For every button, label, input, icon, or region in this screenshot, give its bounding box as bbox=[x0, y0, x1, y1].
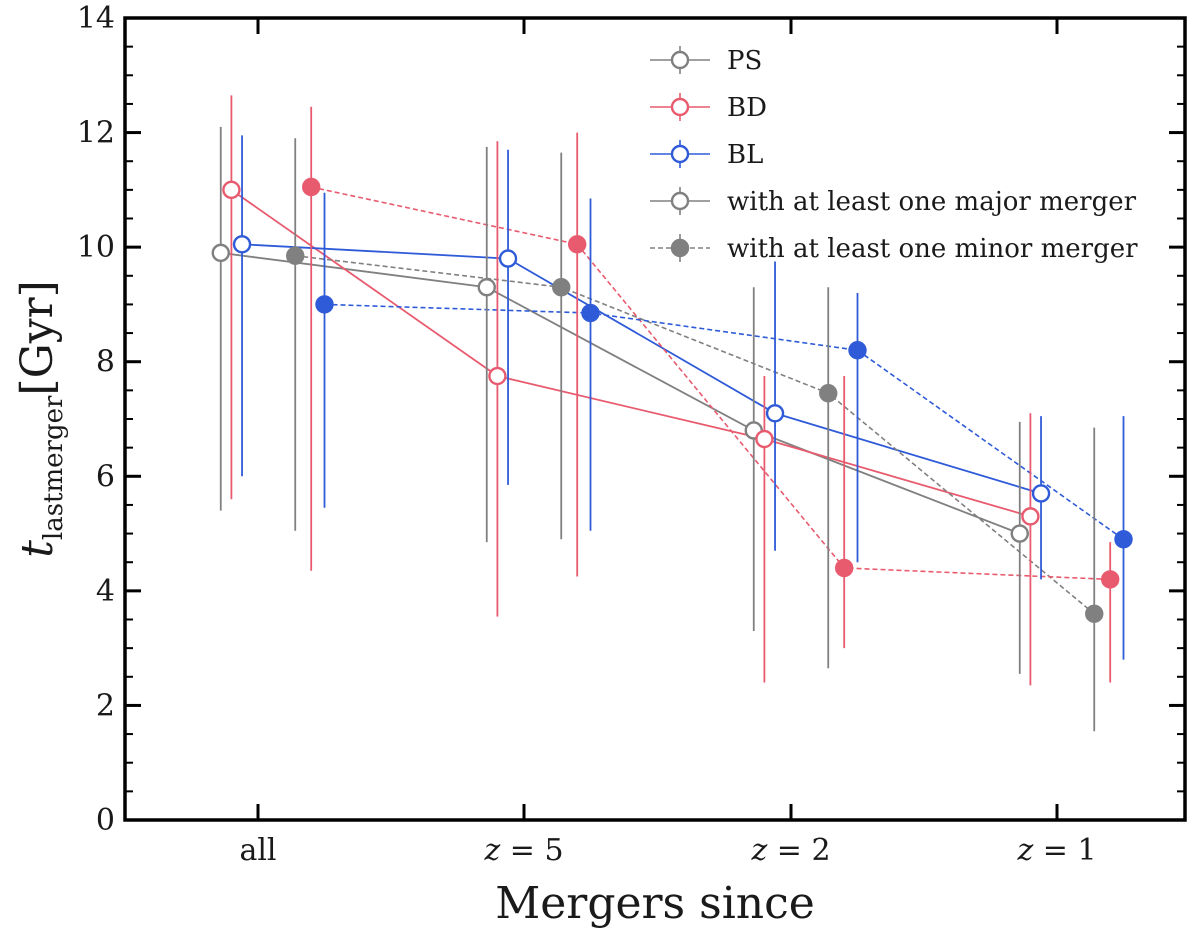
x-tick-label-value: = 5 bbox=[500, 833, 563, 868]
x-axis-title: Mergers since bbox=[495, 878, 815, 929]
data-point-bl-minor bbox=[315, 295, 334, 314]
x-tick-label-z1: z = 1 bbox=[1016, 833, 1096, 868]
y-tick-label: 4 bbox=[96, 574, 115, 609]
data-point-bd-minor bbox=[302, 177, 321, 197]
legend-item: with at least one minor merger bbox=[650, 234, 1138, 264]
series-line-bl-minor bbox=[324, 303, 1124, 540]
y-tick-label: 8 bbox=[96, 345, 115, 380]
data-point-ps-minor bbox=[819, 384, 838, 403]
y-axis-title-unit: [Gyr] bbox=[12, 280, 63, 395]
data-point-bd-minor bbox=[1100, 570, 1120, 589]
data-point-bl-major bbox=[232, 235, 252, 254]
data-point-bd-major bbox=[488, 366, 507, 386]
data-point-bl-major bbox=[765, 404, 785, 423]
series-lines bbox=[220, 186, 1124, 615]
data-point-bd-major bbox=[755, 429, 774, 449]
data-point-bl-major bbox=[498, 249, 518, 268]
legend-label: BD bbox=[727, 93, 767, 123]
data-point-bl-minor bbox=[848, 341, 867, 360]
x-tick-label-variable: z bbox=[1016, 833, 1033, 868]
series-line-ps-minor bbox=[295, 254, 1095, 615]
legend: PS BD BL with at least one major merger with… bbox=[650, 46, 1138, 264]
data-point-bd-minor bbox=[568, 235, 587, 254]
data-point-ps-major bbox=[211, 243, 230, 263]
legend-marker bbox=[670, 50, 690, 70]
series-line-ps-major bbox=[220, 251, 1021, 535]
data-point-bd-major bbox=[222, 180, 241, 200]
legend-item: BL bbox=[650, 140, 763, 170]
data-point-ps-minor bbox=[1085, 604, 1104, 623]
y-axis-title: tlastmerger[Gyr] bbox=[12, 280, 69, 558]
data-point-ps-minor bbox=[286, 246, 305, 265]
series-markers bbox=[211, 177, 1133, 623]
legend-label: with at least one major merger bbox=[727, 187, 1137, 217]
x-tick-label-value: = 1 bbox=[1033, 833, 1096, 868]
legend-marker bbox=[670, 191, 690, 211]
legend-marker bbox=[670, 97, 690, 117]
series-line-bl-major bbox=[241, 243, 1042, 495]
series-layer bbox=[211, 95, 1133, 732]
x-tick-label-z2: z = 2 bbox=[750, 833, 830, 868]
legend-label: PS bbox=[727, 46, 762, 76]
x-tick-label-value: = 2 bbox=[767, 833, 830, 868]
data-point-bd-major bbox=[1021, 507, 1040, 526]
legend-item: with at least one major merger bbox=[650, 187, 1137, 217]
data-point-ps-major bbox=[477, 278, 496, 297]
y-tick-label: 10 bbox=[77, 230, 115, 265]
x-tick-label-variable: z bbox=[750, 833, 767, 868]
legend-marker bbox=[670, 144, 690, 164]
plot-frame bbox=[123, 16, 1187, 822]
series-line-bd-minor bbox=[311, 186, 1111, 581]
legend-item: BD bbox=[650, 93, 767, 123]
data-point-ps-major bbox=[1010, 524, 1029, 543]
legend-item: PS bbox=[650, 46, 762, 76]
data-point-bl-minor bbox=[581, 303, 600, 323]
x-tick-label-z5: z = 5 bbox=[483, 833, 563, 868]
data-point-bl-minor bbox=[1114, 530, 1133, 549]
y-tick-label: 2 bbox=[96, 688, 115, 723]
legend-marker bbox=[670, 238, 690, 258]
data-point-bd-minor bbox=[835, 558, 854, 578]
x-tick-label-variable: z bbox=[483, 833, 500, 868]
data-point-bl-major bbox=[1031, 484, 1051, 503]
legend-label: BL bbox=[727, 140, 763, 170]
legend-label: with at least one minor merger bbox=[727, 234, 1138, 264]
y-tick-label: 14 bbox=[77, 1, 115, 36]
data-point-ps-minor bbox=[552, 278, 571, 297]
series-line-bd-major bbox=[230, 189, 1031, 518]
y-axis-title-symbol: t bbox=[12, 540, 63, 558]
y-tick-label: 6 bbox=[96, 459, 115, 494]
y-tick-label: 0 bbox=[96, 803, 115, 838]
y-axis-title-subscript: lastmerger bbox=[39, 395, 69, 540]
x-tick-label-all: all bbox=[239, 833, 276, 868]
y-tick-label: 12 bbox=[77, 116, 115, 151]
